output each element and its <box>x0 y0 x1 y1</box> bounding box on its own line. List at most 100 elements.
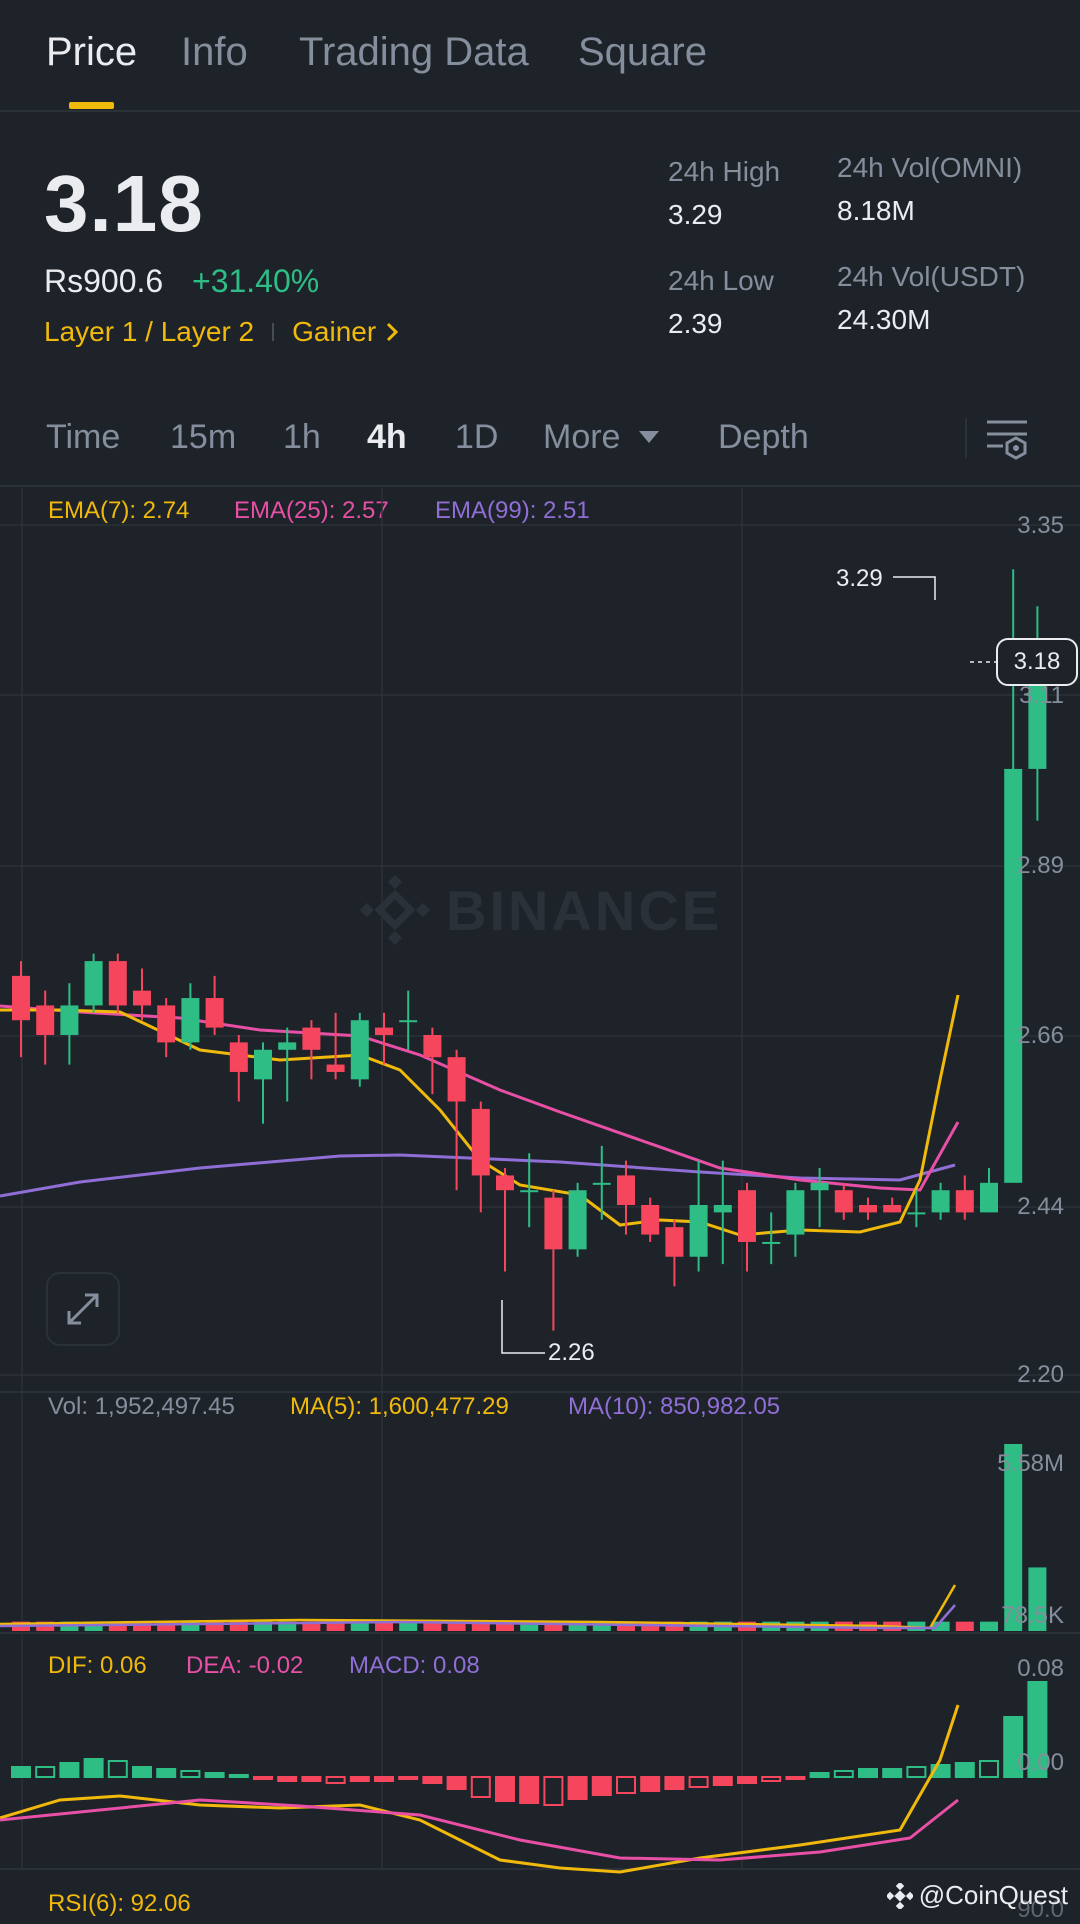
macd-bar <box>567 1776 588 1800</box>
macd-bar <box>833 1770 854 1778</box>
category-tags: Layer 1 / Layer 2 Gainer <box>44 316 400 348</box>
stat-24h-vol-base-label: 24h Vol(OMNI) <box>837 152 1023 183</box>
high-marker-leader <box>893 576 936 600</box>
interval-15m[interactable]: 15m <box>170 418 237 456</box>
low-marker-label: 2.26 <box>548 1339 595 1366</box>
volume-ma10-legend: MA(10): 850,982.05 <box>568 1393 781 1420</box>
candle-down <box>423 1035 442 1058</box>
macd-bar <box>11 1766 31 1778</box>
candle-down <box>955 1190 974 1213</box>
tag-gainer[interactable]: Gainer <box>292 316 377 347</box>
last-price: 3.18 <box>44 159 204 248</box>
macd-bar <box>446 1776 467 1790</box>
macd-bar <box>1027 1681 1048 1778</box>
candle-up <box>520 1190 539 1193</box>
candle-up <box>399 1020 418 1023</box>
macd-bar <box>374 1776 394 1782</box>
candle-down <box>447 1057 466 1102</box>
tab-info[interactable]: Info <box>181 30 248 74</box>
tag-layer[interactable]: Layer 1 / Layer 2 <box>44 316 255 347</box>
ema25-legend: EMA(25): 2.57 <box>234 497 389 524</box>
tag-divider <box>272 323 275 341</box>
macd-bar <box>253 1776 273 1780</box>
active-tab-indicator <box>69 102 114 109</box>
macd-axis-tick: 0.08 <box>1017 1655 1064 1682</box>
macd-bar <box>83 1758 104 1778</box>
interval-depth[interactable]: Depth <box>718 418 809 456</box>
candle-down <box>617 1175 635 1205</box>
macd-bar <box>228 1774 249 1778</box>
volume-bar <box>399 1621 418 1631</box>
candle-up <box>181 998 200 1043</box>
tab-square[interactable]: Square <box>578 30 707 74</box>
macd-bar <box>616 1776 636 1794</box>
macd-dif-legend: DIF: 0.06 <box>48 1652 147 1679</box>
macd-bar <box>640 1776 661 1792</box>
macd-value-legend: MACD: 0.08 <box>349 1652 480 1679</box>
chevron-right-icon[interactable] <box>384 320 400 344</box>
price-axis-tick: 2.20 <box>1017 1361 1064 1388</box>
macd-axis-tick: 0.00 <box>1017 1749 1064 1776</box>
macd-bar <box>277 1776 298 1782</box>
candlestick-chart[interactable] <box>0 485 1080 1922</box>
high-marker-label: 3.29 <box>836 565 883 592</box>
caret-down-icon[interactable] <box>638 430 660 444</box>
interval-1d[interactable]: 1D <box>455 418 499 456</box>
candle-up <box>278 1042 297 1050</box>
macd-bar <box>809 1772 830 1778</box>
volume-bar <box>423 1621 442 1631</box>
volume-bar <box>375 1621 393 1631</box>
interval-4h[interactable]: 4h <box>367 418 407 456</box>
candle-down <box>471 1108 490 1176</box>
volume-bar <box>568 1621 587 1631</box>
volume-bar <box>133 1621 151 1631</box>
binance-logo-icon <box>886 1882 913 1909</box>
volume-bar <box>205 1621 224 1631</box>
tab-trading-data[interactable]: Trading Data <box>299 30 529 74</box>
macd-bar <box>543 1776 564 1806</box>
macd-bar <box>301 1776 322 1782</box>
interval-time[interactable]: Time <box>46 418 121 456</box>
candle-down <box>496 1175 514 1191</box>
candle-up <box>689 1205 708 1257</box>
stat-24h-vol-quote-label: 24h Vol(USDT) <box>837 261 1026 292</box>
volume-bar <box>496 1621 514 1631</box>
rsi6-legend: RSI(6): 92.06 <box>48 1890 191 1917</box>
volume-bar <box>157 1621 176 1631</box>
price-axis-tick: 3.35 <box>1017 512 1064 539</box>
candle-down <box>665 1227 684 1257</box>
macd-bar <box>325 1776 346 1784</box>
macd-bar <box>688 1776 709 1788</box>
macd-bar <box>737 1776 757 1784</box>
candle-up <box>931 1190 950 1213</box>
macd-bar <box>398 1776 419 1780</box>
credit-text: @CoinQuest <box>918 1880 1068 1910</box>
fullscreen-button[interactable] <box>46 1272 120 1346</box>
binance-logo-icon <box>360 875 430 945</box>
candle-up <box>350 1020 369 1080</box>
interval-1h[interactable]: 1h <box>283 418 321 456</box>
macd-bar <box>59 1762 80 1778</box>
macd-dea-legend: DEA: -0.02 <box>186 1652 304 1679</box>
chart-settings-icon[interactable] <box>985 418 1029 460</box>
rsi-axis-tick: 90.0 <box>1017 1896 1064 1923</box>
interval-more[interactable]: More <box>543 418 621 456</box>
candle-down <box>544 1197 563 1250</box>
volume-bar <box>1028 1567 1047 1631</box>
volume-bar <box>326 1621 345 1631</box>
tab-price[interactable]: Price <box>46 30 138 74</box>
candle-up <box>762 1241 781 1244</box>
candle-up <box>254 1049 272 1080</box>
macd-bar <box>712 1776 733 1786</box>
volume-bar <box>471 1621 490 1631</box>
ema99-legend: EMA(99): 2.51 <box>435 497 590 524</box>
volume-bar <box>617 1621 635 1631</box>
volume-bar <box>108 1621 127 1631</box>
volume-bar <box>1004 1444 1023 1631</box>
volume-axis-tick: 78.5K <box>1001 1602 1064 1629</box>
candle-up <box>980 1182 998 1213</box>
macd-bar <box>761 1776 782 1782</box>
interval-bar-divider <box>965 418 967 458</box>
candle-up <box>810 1182 829 1191</box>
macd-bar <box>107 1760 128 1778</box>
